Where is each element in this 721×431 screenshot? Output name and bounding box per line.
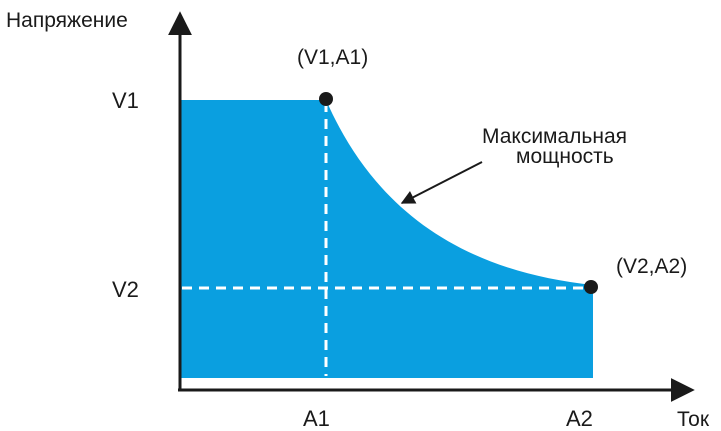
y-tick-v2: V2 [112, 277, 139, 302]
y-tick-v1: V1 [112, 88, 139, 113]
x-tick-a2: A2 [566, 406, 593, 431]
operating-region [180, 100, 593, 378]
point-v2-a2 [584, 280, 598, 294]
max-power-arrow [400, 161, 483, 204]
point-v1-a1 [319, 92, 333, 106]
max-power-label-line2: мощность [516, 145, 614, 168]
point-label-v1-a1: (V1,A1) [297, 46, 368, 69]
max-power-label-line1: Максимальная [482, 125, 627, 148]
y-axis-label: Напряжение [6, 9, 128, 32]
x-tick-a1: A1 [303, 406, 330, 431]
x-axis-label: Ток [677, 408, 710, 431]
point-label-v2-a2: (V2,A2) [616, 255, 687, 278]
